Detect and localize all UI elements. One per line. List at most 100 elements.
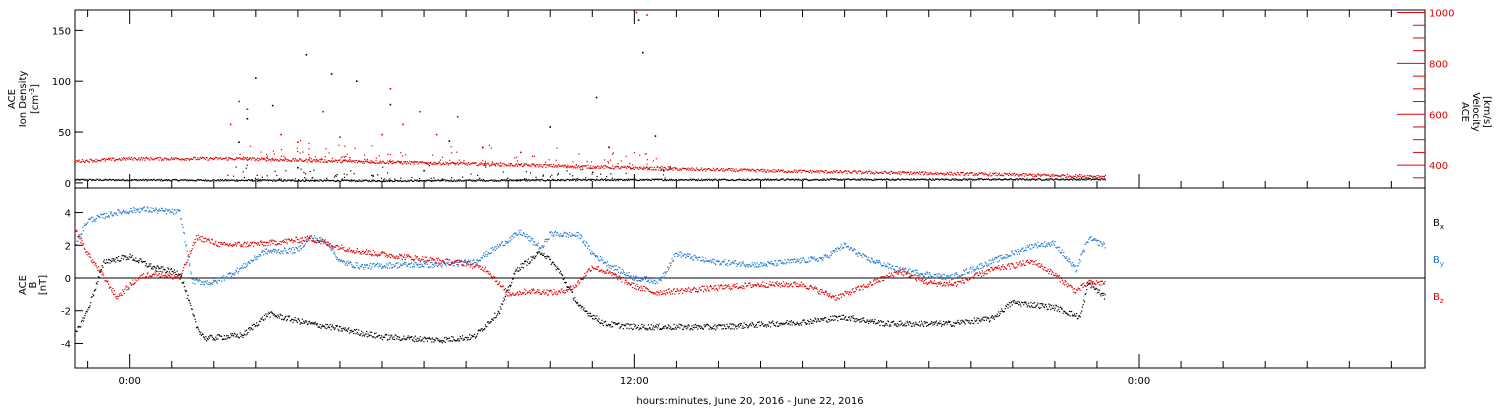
velocity-point	[945, 173, 947, 175]
by-point	[517, 234, 519, 237]
by-point	[490, 247, 492, 249]
bx-point	[401, 339, 403, 341]
density-point	[976, 178, 979, 180]
bx-point	[240, 335, 242, 337]
by-point	[346, 261, 348, 263]
density-point	[434, 179, 436, 181]
density-point	[902, 178, 904, 180]
by-point	[142, 207, 144, 209]
by-point	[404, 261, 406, 264]
density-point	[557, 173, 559, 175]
density-point	[84, 178, 86, 180]
density-point	[982, 179, 984, 181]
density-point	[537, 179, 540, 181]
density-point	[532, 179, 534, 181]
density-point	[1072, 178, 1074, 180]
bx-point	[825, 317, 827, 319]
velocity-point	[483, 164, 485, 166]
velocity-point	[127, 158, 129, 161]
velocity-point	[1072, 176, 1074, 178]
bx-point	[739, 323, 741, 325]
density-point	[735, 179, 737, 181]
bx-point	[745, 324, 747, 326]
velocity-point	[960, 172, 963, 174]
velocity-point	[383, 161, 385, 163]
density-point	[249, 179, 251, 181]
velocity-point	[862, 173, 864, 175]
bx-point	[341, 330, 343, 332]
density-point	[534, 179, 536, 181]
bx-point	[1000, 310, 1002, 313]
density-point	[1044, 179, 1046, 181]
density-point	[886, 178, 888, 180]
velocity-point	[607, 166, 609, 169]
bx-point	[522, 262, 524, 265]
velocity-point	[284, 158, 286, 160]
density-point	[1029, 178, 1031, 180]
bx-point	[213, 338, 215, 340]
velocity-point	[1085, 176, 1087, 179]
velocity-point	[326, 161, 328, 163]
density-point	[127, 180, 129, 182]
velocity-point	[865, 171, 867, 173]
bx-point	[514, 270, 516, 272]
density-point	[402, 180, 404, 182]
density-point	[97, 178, 99, 180]
density-point	[902, 178, 905, 181]
velocity-point	[184, 158, 186, 160]
by-point	[231, 275, 233, 278]
density-point-spike	[330, 73, 333, 75]
velocity-point	[925, 172, 927, 174]
velocity-point	[137, 158, 139, 160]
density-point	[503, 179, 505, 182]
density-point	[394, 180, 396, 182]
by-point	[406, 265, 408, 267]
by-point	[297, 250, 299, 252]
bx-point	[795, 323, 797, 325]
by-point	[104, 218, 106, 220]
density-point	[692, 178, 694, 180]
bx-point	[264, 318, 266, 320]
density-point	[239, 179, 241, 182]
bx-point	[881, 321, 883, 323]
bx-point	[403, 335, 405, 337]
by-point	[126, 212, 128, 214]
by-point	[393, 266, 395, 268]
velocity-point	[83, 161, 85, 163]
bx-point	[779, 324, 781, 326]
density-point	[184, 178, 186, 181]
velocity-point	[1087, 174, 1089, 177]
velocity-point	[920, 171, 922, 173]
velocity-point	[296, 159, 298, 161]
density-point	[765, 178, 767, 180]
density-point	[460, 180, 462, 182]
density-point	[747, 178, 749, 180]
bx-point	[486, 326, 488, 328]
bx-point	[897, 325, 899, 328]
by-point	[395, 262, 397, 264]
density-point	[945, 178, 947, 180]
by-point	[371, 263, 373, 265]
bx-point	[935, 322, 937, 324]
velocity-point	[810, 170, 812, 172]
density-point	[721, 178, 723, 180]
by-point	[213, 279, 215, 281]
bx-point	[717, 324, 720, 326]
density-point	[380, 180, 382, 182]
bx-point	[1034, 306, 1036, 309]
density-point	[516, 179, 518, 181]
density-point	[1028, 179, 1030, 181]
bx-point	[548, 256, 550, 258]
density-point	[599, 180, 601, 182]
density-point	[642, 179, 644, 181]
velocity-point	[1009, 174, 1011, 176]
bx-point	[1038, 306, 1040, 309]
bx-point	[333, 328, 336, 330]
velocity-point	[293, 158, 295, 160]
velocity-point-spike	[389, 88, 392, 90]
by-point	[268, 251, 271, 253]
bx-point	[208, 336, 210, 338]
bx-point	[971, 320, 973, 322]
density-point	[525, 171, 527, 173]
velocity-point	[504, 163, 506, 165]
